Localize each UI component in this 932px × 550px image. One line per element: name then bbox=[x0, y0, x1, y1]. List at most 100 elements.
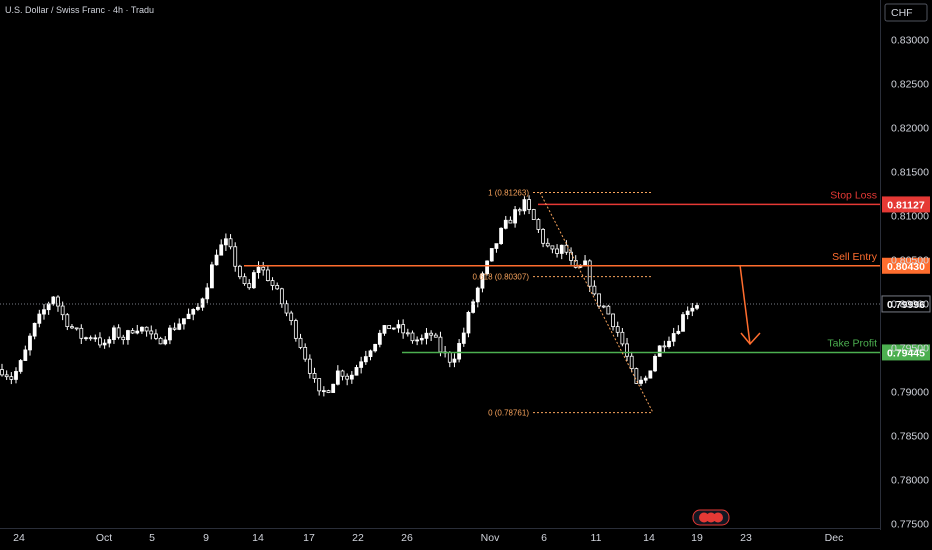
candle-body bbox=[279, 288, 284, 305]
price-tick-label: 0.81500 bbox=[891, 167, 929, 179]
candle-body bbox=[163, 339, 168, 345]
candle-body bbox=[233, 246, 238, 267]
candle-body bbox=[130, 330, 135, 334]
chart-title: U.S. Dollar / Swiss Franc · 4h · Tradu bbox=[5, 5, 155, 15]
candle-body bbox=[354, 367, 359, 376]
candle-body bbox=[303, 347, 308, 360]
candle-body bbox=[536, 219, 541, 230]
time-tick-label: 11 bbox=[591, 532, 602, 544]
sell-entry-badge bbox=[882, 257, 930, 274]
candle-body bbox=[611, 313, 615, 328]
candle-body bbox=[275, 285, 280, 290]
candle-body bbox=[158, 337, 163, 345]
time-tick-label: Oct bbox=[96, 532, 112, 544]
candle-body bbox=[597, 293, 601, 307]
candle-body bbox=[368, 350, 373, 357]
candle-body bbox=[312, 373, 317, 379]
candle-body bbox=[116, 327, 121, 338]
time-tick-label: 22 bbox=[352, 532, 364, 544]
take-profit-value: 0.79445 bbox=[887, 347, 925, 359]
candle-body bbox=[228, 238, 233, 248]
candle-body bbox=[88, 337, 93, 340]
candle-body bbox=[643, 377, 648, 381]
candle-body bbox=[0, 369, 4, 376]
candle-body bbox=[74, 327, 79, 330]
candle-body bbox=[284, 303, 289, 314]
price-tick-label: 0.83000 bbox=[891, 35, 929, 47]
time-tick-label: 14 bbox=[252, 532, 264, 544]
candle-body bbox=[256, 266, 261, 273]
candle-body bbox=[648, 370, 653, 379]
take-profit-badge bbox=[882, 344, 930, 361]
candle-body bbox=[317, 378, 322, 392]
candle-body bbox=[154, 333, 158, 339]
candle-body bbox=[373, 343, 378, 352]
candle-body bbox=[51, 296, 56, 305]
candle-body bbox=[676, 330, 681, 334]
candle-body bbox=[349, 374, 354, 380]
candle-body bbox=[242, 276, 247, 285]
events-marker[interactable] bbox=[692, 509, 730, 526]
fib-level-label: 1 (0.81263) bbox=[488, 188, 529, 197]
currency-label: CHF bbox=[891, 7, 913, 19]
candle-body bbox=[307, 358, 312, 374]
candle-body bbox=[587, 260, 592, 287]
candle-body bbox=[489, 248, 494, 262]
candle-body bbox=[265, 269, 270, 282]
candle-body bbox=[121, 336, 126, 341]
time-tick-label: 6 bbox=[541, 532, 547, 544]
candle-body bbox=[541, 229, 545, 244]
candle-body bbox=[14, 371, 18, 380]
time-tick-label: 24 bbox=[13, 532, 25, 544]
candle-body bbox=[494, 243, 499, 249]
candle-body bbox=[140, 326, 144, 332]
candle-body bbox=[517, 209, 522, 212]
candle-body bbox=[251, 272, 256, 289]
candle-body bbox=[135, 330, 140, 334]
candle-body bbox=[606, 305, 611, 315]
candle-body bbox=[410, 332, 415, 342]
candle-body bbox=[98, 337, 102, 346]
fib-trend-line bbox=[539, 192, 654, 413]
currency-button[interactable]: CHF bbox=[884, 3, 928, 22]
candle-body bbox=[629, 355, 634, 370]
candle-body bbox=[671, 333, 676, 342]
candle-body bbox=[503, 219, 508, 229]
candle-body bbox=[93, 337, 98, 340]
candle-body bbox=[625, 343, 629, 357]
candle-body bbox=[522, 199, 527, 212]
candle-body bbox=[667, 340, 671, 348]
candle-body bbox=[237, 265, 242, 278]
price-tick-label: 0.78000 bbox=[891, 475, 929, 487]
time-tick-label: 17 bbox=[303, 532, 315, 544]
fib-retracement: 1 (0.81263) 0.618 (0.80307) 0 (0.78761) bbox=[473, 188, 654, 418]
candle-body bbox=[564, 244, 569, 253]
candle-body bbox=[172, 327, 177, 330]
candle-body bbox=[126, 330, 130, 341]
fib-level-label: 0.618 (0.80307) bbox=[473, 273, 530, 282]
price-tick-label: 0.82500 bbox=[891, 79, 929, 91]
candle-body bbox=[415, 339, 420, 342]
candle-body bbox=[102, 342, 107, 346]
candle-body bbox=[247, 283, 252, 289]
candle-body bbox=[56, 296, 60, 307]
candle-body bbox=[550, 245, 555, 250]
candle-body bbox=[401, 324, 406, 334]
candle-body bbox=[601, 305, 606, 308]
sell-entry-label: Sell Entry bbox=[832, 251, 878, 263]
candle-body bbox=[508, 219, 513, 224]
trade-levels: 0.79996 Stop Loss 0.81127 Sell Entry 0.80430… bbox=[0, 189, 931, 361]
candle-body bbox=[345, 375, 350, 380]
candle-body bbox=[112, 327, 116, 340]
candle-body bbox=[149, 330, 154, 335]
candle-body bbox=[298, 337, 303, 348]
candle-body bbox=[9, 376, 14, 380]
candle-body bbox=[583, 260, 587, 266]
candle-body bbox=[695, 305, 699, 309]
price-tick-label: 0.77500 bbox=[891, 519, 929, 531]
candle-body bbox=[634, 368, 639, 384]
fib-level-label: 0 (0.78761) bbox=[488, 409, 529, 418]
time-tick-label: Dec bbox=[825, 532, 844, 544]
candle-body bbox=[662, 345, 667, 348]
